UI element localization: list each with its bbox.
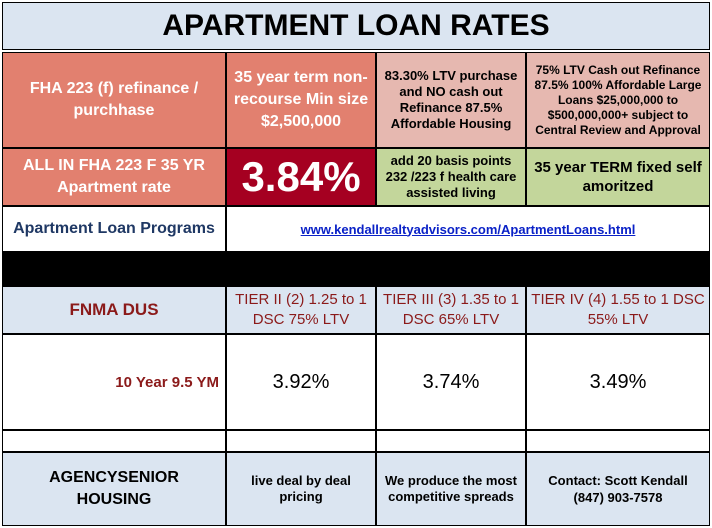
separator-bar-2: [2, 272, 710, 286]
footer-agency: AGENCYSENIOR HOUSING: [2, 452, 226, 526]
fnma-rate-tier-2: 3.92%: [226, 334, 376, 430]
separator-bar: [2, 252, 710, 272]
fha-basis: add 20 basis points 232 /223 f health ca…: [376, 148, 526, 206]
page-title: APARTMENT LOAN RATES: [2, 2, 710, 50]
footer-live-pricing: live deal by deal pricing: [226, 452, 376, 526]
fha-label: FHA 223 (f) refinance / purchhase: [2, 52, 226, 148]
contact-phone: (847) 903-7578: [573, 490, 663, 505]
footer-spreads: We produce the most competitive spreads: [376, 452, 526, 526]
fnma-label: FNMA DUS: [2, 286, 226, 334]
fnma-rate-tier-3: 3.74%: [376, 334, 526, 430]
fnma-tier-2: TIER II (2) 1.25 to 1 DSC 75% LTV: [226, 286, 376, 334]
fha-ltv: 83.30% LTV purchase and NO cash out Refi…: [376, 52, 526, 148]
empty-cell: [226, 430, 376, 452]
fnma-tier-3: TIER III (3) 1.35 to 1 DSC 65% LTV: [376, 286, 526, 334]
fnma-tier-4: TIER IV (4) 1.55 to 1 DSC 55% LTV: [526, 286, 710, 334]
empty-cell: [2, 430, 226, 452]
fha-term: 35 year term non-recourse Min size $2,50…: [226, 52, 376, 148]
fha-cashout: 75% LTV Cash out Refinance 87.5% 100% Af…: [526, 52, 710, 148]
footer-contact: Contact: Scott Kendall (847) 903-7578: [526, 452, 710, 526]
fnma-term-label: 10 Year 9.5 YM: [2, 334, 226, 430]
empty-cell: [526, 430, 710, 452]
fha-amortized: 35 year TERM fixed self amoritzed: [526, 148, 710, 206]
fha-allin-label: ALL IN FHA 223 F 35 YR Apartment rate: [2, 148, 226, 206]
programs-label: Apartment Loan Programs: [2, 206, 226, 252]
programs-link-cell: www.kendallrealtyadvisors.com/ApartmentL…: [226, 206, 710, 252]
empty-cell: [376, 430, 526, 452]
programs-link[interactable]: www.kendallrealtyadvisors.com/ApartmentL…: [300, 221, 636, 237]
fnma-rate-tier-4: 3.49%: [526, 334, 710, 430]
contact-name: Contact: Scott Kendall: [548, 473, 688, 488]
fha-rate: 3.84%: [226, 148, 376, 206]
